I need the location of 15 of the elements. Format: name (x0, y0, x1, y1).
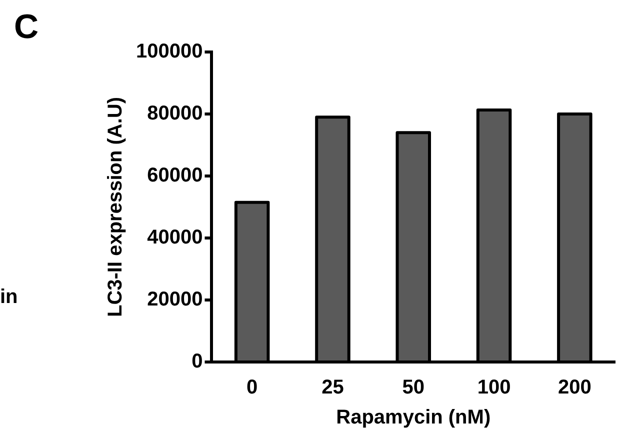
y-tick-label: 0 (192, 350, 203, 373)
y-tick-label: 20000 (147, 288, 203, 311)
x-tick-label: 25 (322, 376, 344, 399)
x-tick-label: 200 (558, 376, 592, 399)
x-tick-label: 100 (477, 376, 511, 399)
y-axis-title: LC3-II expression (A.U) (104, 96, 127, 318)
x-tick-label: 50 (402, 376, 424, 399)
text: in (0, 286, 18, 309)
y-tick-label: 40000 (147, 226, 203, 249)
x-tick-label: 0 (246, 376, 258, 399)
chart-title: C (14, 8, 39, 47)
y-tick-label: 60000 (147, 164, 203, 187)
y-tick-label: 100000 (136, 40, 203, 63)
x-axis-title: Rapamycin (nM) (336, 406, 491, 429)
y-tick-label: 80000 (147, 102, 203, 125)
